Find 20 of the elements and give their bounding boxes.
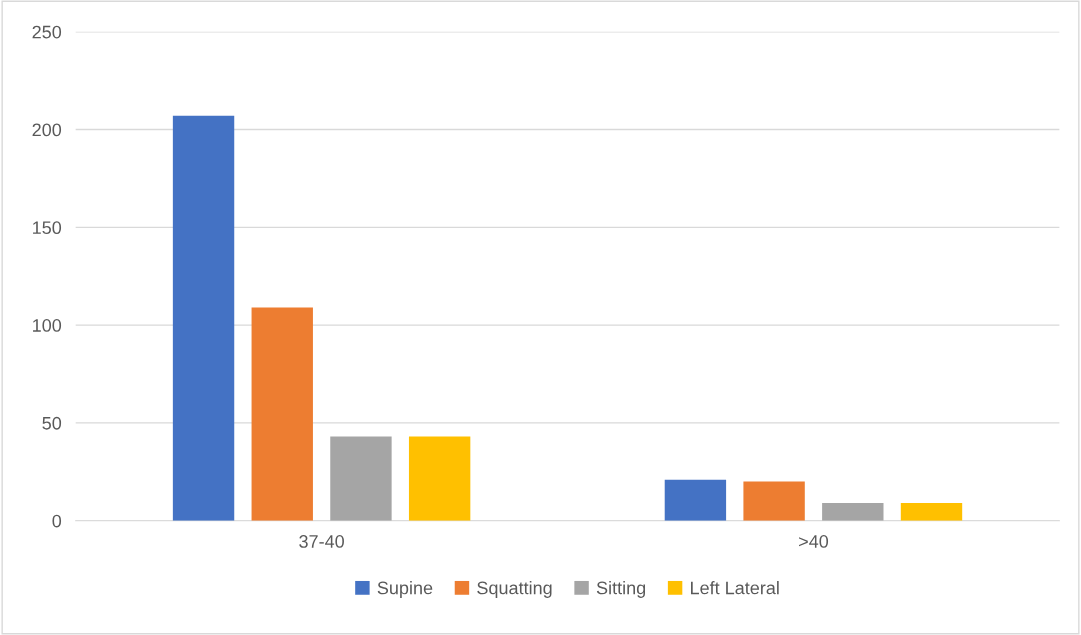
x-tick-label: 37-40 [299, 535, 344, 548]
legend-label: Left Lateral [691, 581, 779, 595]
legend-label: Sitting [596, 581, 646, 598]
bar [408, 436, 471, 521]
legend-label: Supine [377, 581, 433, 598]
bar [251, 307, 313, 521]
bar [172, 115, 235, 521]
y-tick-label: 150 [33, 221, 62, 235]
bar [664, 479, 727, 521]
bar [900, 503, 963, 521]
y-tick-label: 100 [33, 319, 62, 332]
y-tick-label: 250 [32, 25, 62, 39]
x-tick-label: >40 [799, 535, 829, 548]
bar [822, 503, 884, 521]
y-tick-label: 50 [42, 416, 62, 430]
bar [330, 436, 392, 521]
y-tick-label: 200 [32, 123, 62, 137]
legend-label: Squatting [477, 581, 552, 598]
bar [743, 481, 805, 521]
y-tick-label: 0 [52, 514, 62, 528]
